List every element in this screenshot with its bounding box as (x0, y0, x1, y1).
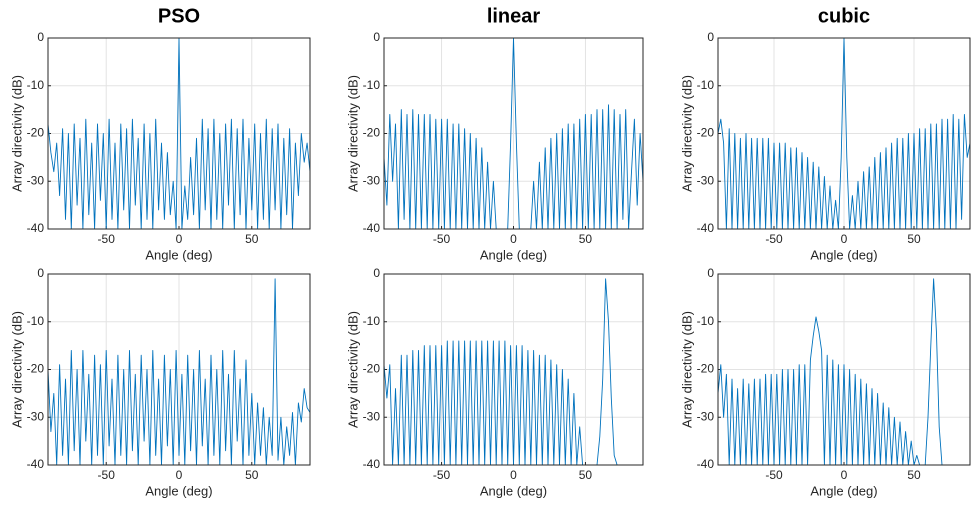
y-axis-label: Array directivity (dB) (679, 311, 694, 428)
x-axis-label: Angle (deg) (810, 483, 877, 498)
subplot: -50 0 50 -40 -30 -20 -10 0 cubic Angle (deg) Array… (679, 5, 971, 262)
y-tick-label: -40 (27, 457, 45, 471)
x-tick-label: 0 (176, 468, 183, 482)
x-tick-label: -50 (433, 468, 451, 482)
y-tick-label: -30 (697, 409, 715, 423)
y-tick-label: -20 (27, 362, 45, 376)
y-tick-label: -10 (27, 314, 45, 328)
x-tick-label: 50 (245, 468, 259, 482)
chart-title: PSO (158, 5, 200, 27)
y-tick-label: -30 (363, 173, 381, 187)
x-tick-label: -50 (98, 232, 116, 246)
x-tick-label: 0 (176, 232, 183, 246)
y-tick-label: 0 (37, 30, 44, 44)
y-tick-label: -30 (27, 409, 45, 423)
y-axis-label: Array directivity (dB) (9, 311, 24, 428)
x-axis-label: Angle (deg) (480, 483, 547, 498)
x-tick-label: 50 (907, 232, 921, 246)
y-tick-label: 0 (373, 266, 380, 280)
x-tick-label: -50 (433, 232, 451, 246)
chart-title: linear (487, 5, 541, 27)
axes-box (717, 273, 971, 466)
y-tick-label: -10 (27, 78, 45, 92)
y-tick-label: 0 (37, 266, 44, 280)
y-tick-label: -20 (697, 126, 715, 140)
y-tick-label: -10 (363, 314, 381, 328)
y-tick-label: -40 (697, 221, 715, 235)
subplot: -50 0 50 -40 -30 -20 -10 0 linear Angle (deg) Arra… (345, 5, 644, 262)
x-tick-label: 0 (841, 232, 848, 246)
y-axis-label: Array directivity (dB) (9, 75, 24, 192)
x-tick-label: 50 (907, 468, 921, 482)
y-tick-label: -20 (363, 362, 381, 376)
axes-box (717, 37, 971, 230)
axes-box (47, 273, 311, 466)
axes-box (47, 37, 311, 230)
series-line (718, 278, 970, 466)
x-axis-label: Angle (deg) (145, 483, 212, 498)
y-tick-label: 0 (707, 266, 714, 280)
x-axis-label: Angle (deg) (145, 247, 212, 262)
y-tick-label: -20 (697, 362, 715, 376)
x-tick-label: -50 (765, 232, 783, 246)
y-tick-label: -30 (27, 173, 45, 187)
y-tick-label: -20 (363, 126, 381, 140)
y-tick-label: 0 (373, 30, 380, 44)
y-axis-label: Array directivity (dB) (345, 75, 360, 192)
x-tick-label: -50 (765, 468, 783, 482)
y-tick-label: -10 (697, 78, 715, 92)
y-tick-label: -40 (697, 457, 715, 471)
y-axis-label: Array directivity (dB) (345, 311, 360, 428)
subplot: -50 0 50 -40 -30 -20 -10 0 PSO Angle (deg) Array d… (9, 5, 311, 262)
y-tick-label: -40 (363, 457, 381, 471)
x-tick-label: 50 (245, 232, 259, 246)
x-tick-label: 50 (579, 468, 593, 482)
y-tick-label: -10 (697, 314, 715, 328)
y-axis-label: Array directivity (dB) (679, 75, 694, 192)
axes-box (383, 273, 644, 466)
y-tick-label: -20 (27, 126, 45, 140)
y-tick-label: -30 (697, 173, 715, 187)
y-tick-label: -40 (363, 221, 381, 235)
y-tick-label: -10 (363, 78, 381, 92)
x-tick-label: 0 (510, 468, 517, 482)
x-axis-label: Angle (deg) (810, 247, 877, 262)
x-tick-label: 0 (841, 468, 848, 482)
x-tick-label: -50 (98, 468, 116, 482)
chart-title: cubic (818, 5, 870, 27)
y-tick-label: -40 (27, 221, 45, 235)
axes-box (383, 37, 644, 230)
x-tick-label: 50 (579, 232, 593, 246)
x-axis-label: Angle (deg) (480, 247, 547, 262)
y-tick-label: -30 (363, 409, 381, 423)
y-tick-label: 0 (707, 30, 714, 44)
x-tick-label: 0 (510, 232, 517, 246)
